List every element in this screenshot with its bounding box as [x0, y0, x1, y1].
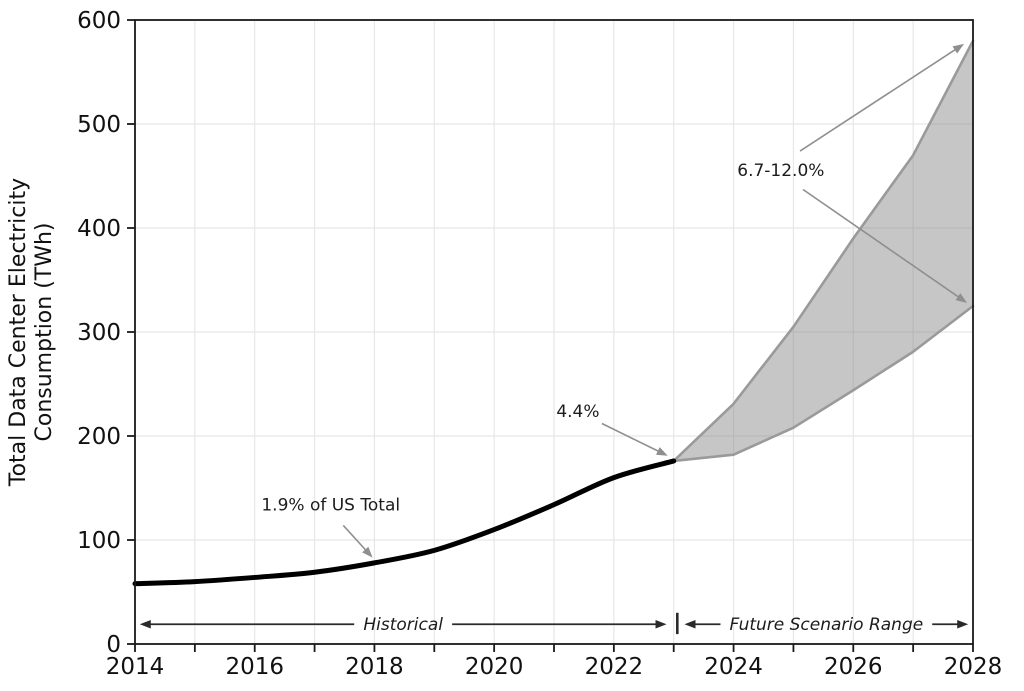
span-head-left	[684, 620, 696, 629]
scenario-band-group	[672, 39, 975, 463]
annotation-0: 1.9% of US Total	[261, 496, 400, 558]
x-tick-label: 2028	[944, 654, 1003, 680]
annotations: 1.9% of US Total 4.4% 6.7-12.0% Historical F…	[139, 43, 969, 635]
annotation-arrow-head	[656, 447, 668, 456]
x-tick-label: 2014	[106, 654, 165, 680]
span-label: Historical	[363, 615, 443, 635]
annotation-arrow-line	[802, 188, 963, 301]
scenario-upper-bound-line	[672, 39, 975, 463]
annotation-arrow-line	[342, 524, 370, 554]
y-tick-label: 200	[77, 424, 121, 450]
y-tick-label: 500	[77, 112, 121, 138]
gridlines	[135, 20, 973, 644]
y-tick-label: 100	[77, 528, 121, 554]
x-tick-label: 2020	[465, 654, 524, 680]
y-tick-label: 600	[77, 8, 121, 34]
annotation-arrow-line	[601, 422, 663, 454]
x-tick-label: 2026	[824, 654, 883, 680]
annotation-text: 1.9% of US Total	[261, 496, 400, 516]
span-annotation-0: Historical	[139, 615, 667, 635]
annotation-1: 4.4%	[556, 402, 668, 456]
span-head-right	[957, 620, 969, 629]
x-tick-label: 2024	[704, 654, 763, 680]
annotation-text: 4.4%	[556, 402, 599, 422]
annotation-arrow-line	[799, 46, 960, 152]
annotation-arrow-head	[362, 546, 373, 558]
y-tick-label: 300	[77, 320, 121, 346]
span-head-left	[139, 620, 151, 629]
y-axis-label: Total Data Center ElectricityConsumption…	[6, 178, 57, 487]
x-tick-label: 2022	[585, 654, 644, 680]
x-tick-label: 2016	[225, 654, 284, 680]
span-head-right	[655, 620, 667, 629]
annotation-arrow-head	[955, 293, 968, 303]
annotation-text: 6.7-12.0%	[737, 161, 824, 181]
annotation-2: 6.7-12.0%	[737, 43, 968, 303]
scenario-band	[673, 40, 973, 461]
annotation-arrow-head	[952, 43, 965, 54]
y-tick-label: 400	[77, 216, 121, 242]
span-annotation-1: Future Scenario Range	[684, 615, 969, 635]
y-tick-label: 0	[106, 632, 121, 658]
scenario-lower-bound-line	[672, 304, 975, 463]
axes: 2014 2016 2018 2020 2022 2024 2026 2028 0 100 200 3…	[77, 8, 1002, 680]
historical-line	[132, 458, 677, 587]
x-tick-label: 2018	[345, 654, 404, 680]
span-label: Future Scenario Range	[729, 615, 923, 635]
